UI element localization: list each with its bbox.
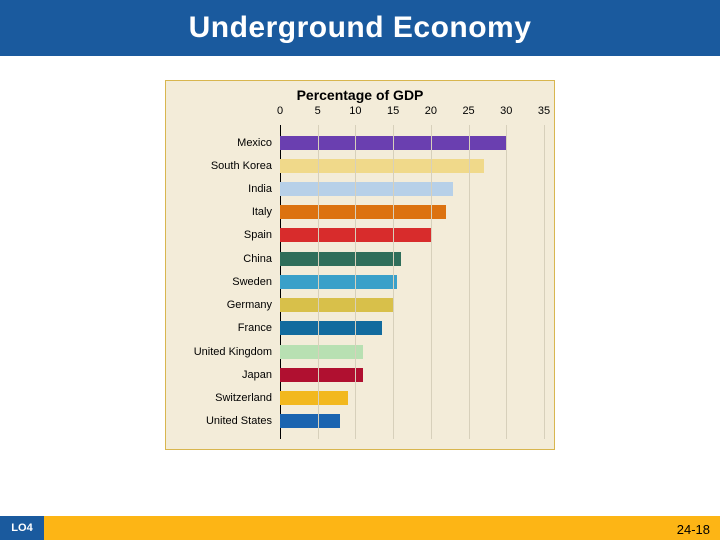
slide: Underground Economy Percentage of GDP 0 5… [0, 0, 720, 540]
title-bar: Underground Economy [0, 0, 720, 56]
bar [280, 368, 363, 382]
gridline [544, 125, 545, 439]
x-tick-label: 30 [500, 105, 512, 117]
x-tick-label: 5 [315, 105, 321, 117]
bar-row: Italy [280, 203, 544, 221]
gridline [393, 125, 394, 439]
bar [280, 298, 393, 312]
bar [280, 159, 484, 173]
bar-row: Spain [280, 226, 544, 244]
slide-title: Underground Economy [189, 11, 532, 45]
category-label: Sweden [232, 276, 272, 288]
category-label: Spain [244, 229, 272, 241]
bar-row: France [280, 319, 544, 337]
x-tick-label: 25 [462, 105, 474, 117]
bar-row: Germany [280, 296, 544, 314]
gridline [318, 125, 319, 439]
x-tick-label: 20 [425, 105, 437, 117]
category-label: Switzerland [215, 392, 272, 404]
plot-area: Mexico South Korea India Italy Spain China Swe… [280, 125, 544, 439]
bar-row: Japan [280, 366, 544, 384]
category-label: Italy [252, 206, 272, 218]
bar [280, 252, 401, 266]
category-label: United Kingdom [194, 346, 272, 358]
gridline [506, 125, 507, 439]
bar-row: India [280, 180, 544, 198]
learning-objective-badge: LO4 [0, 516, 44, 540]
bar-row: Mexico [280, 134, 544, 152]
bar [280, 205, 446, 219]
bar-row: Switzerland [280, 389, 544, 407]
bar-row: United Kingdom [280, 343, 544, 361]
bar [280, 275, 397, 289]
category-label: United States [206, 415, 272, 427]
category-label: Germany [227, 299, 272, 311]
gridline [355, 125, 356, 439]
gridline [431, 125, 432, 439]
bar-row: Sweden [280, 273, 544, 291]
page-number: 24-18 [677, 522, 710, 537]
bar [280, 182, 453, 196]
gridline [469, 125, 470, 439]
chart-title: Percentage of GDP [166, 87, 554, 103]
bars-group: Mexico South Korea India Italy Spain China Swe… [280, 125, 544, 439]
bar [280, 345, 363, 359]
bar [280, 391, 348, 405]
category-label: France [238, 322, 272, 334]
x-tick-label: 0 [277, 105, 283, 117]
x-axis: 05101520253035 [280, 105, 544, 125]
bar-row: China [280, 250, 544, 268]
category-label: India [248, 183, 272, 195]
chart-container: Percentage of GDP 0 5 10 15 20 25 30 35 Mexico S… [165, 80, 555, 450]
footer-bar [0, 516, 720, 540]
x-tick-label: 10 [349, 105, 361, 117]
category-label: Mexico [237, 137, 272, 149]
bar [280, 414, 340, 428]
category-label: South Korea [211, 160, 272, 172]
category-label: Japan [242, 369, 272, 381]
category-label: China [243, 253, 272, 265]
bar-row: South Korea [280, 157, 544, 175]
x-tick-label: 15 [387, 105, 399, 117]
bar [280, 321, 382, 335]
x-tick-label: 35 [538, 105, 550, 117]
bar-row: United States [280, 412, 544, 430]
